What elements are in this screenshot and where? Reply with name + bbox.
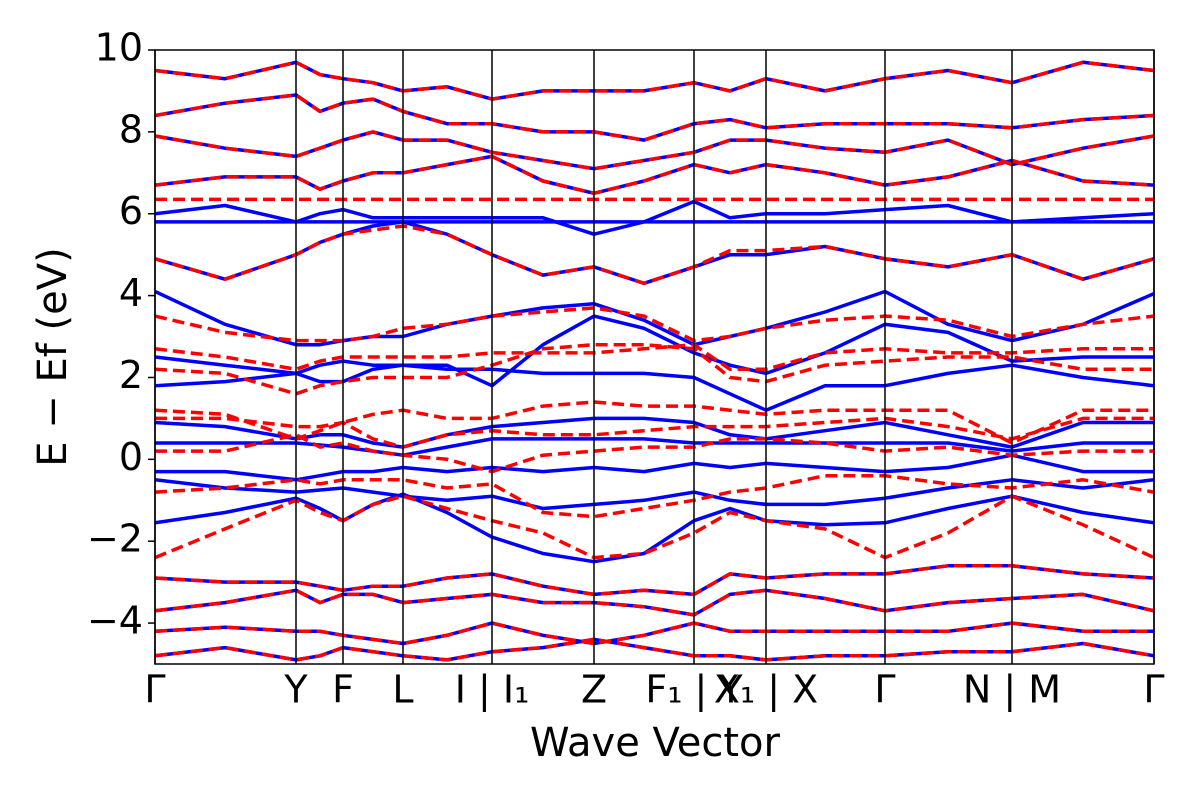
band-line [155, 342, 1154, 396]
band-line [155, 621, 1154, 646]
y-tick-label: −4 [87, 599, 143, 643]
x-tick-label: Γ [874, 668, 895, 712]
y-tick-label: 2 [119, 353, 143, 397]
x-axis-label: Wave Vector [530, 720, 781, 766]
x-tick-label: F₁ | Y [645, 668, 743, 713]
y-tick-label: −2 [87, 517, 143, 561]
x-tick-label: L [392, 668, 413, 712]
x-tick-label: F [332, 668, 354, 712]
y-tick-label: 6 [119, 189, 143, 233]
x-tick-label: I | I₁ [455, 668, 530, 713]
x-tick-label: N | M [963, 668, 1061, 713]
x-tick-label: X₁ | X [714, 668, 818, 713]
y-tick-label: 0 [119, 435, 143, 479]
x-tick-label: Γ [1143, 668, 1164, 712]
y-tick-label: 4 [119, 271, 143, 315]
band-line [155, 473, 1154, 519]
y-axis-label: E − Ef (eV) [30, 247, 76, 466]
band-line [155, 400, 1154, 445]
y-tick-label: 8 [119, 107, 143, 151]
band-line [155, 416, 1154, 449]
x-tick-label: Y [283, 668, 308, 712]
band-line [155, 637, 1154, 662]
x-tick-label: Z [581, 668, 607, 712]
x-tick-label: Γ [144, 668, 165, 712]
y-tick-label: 10 [95, 26, 143, 70]
